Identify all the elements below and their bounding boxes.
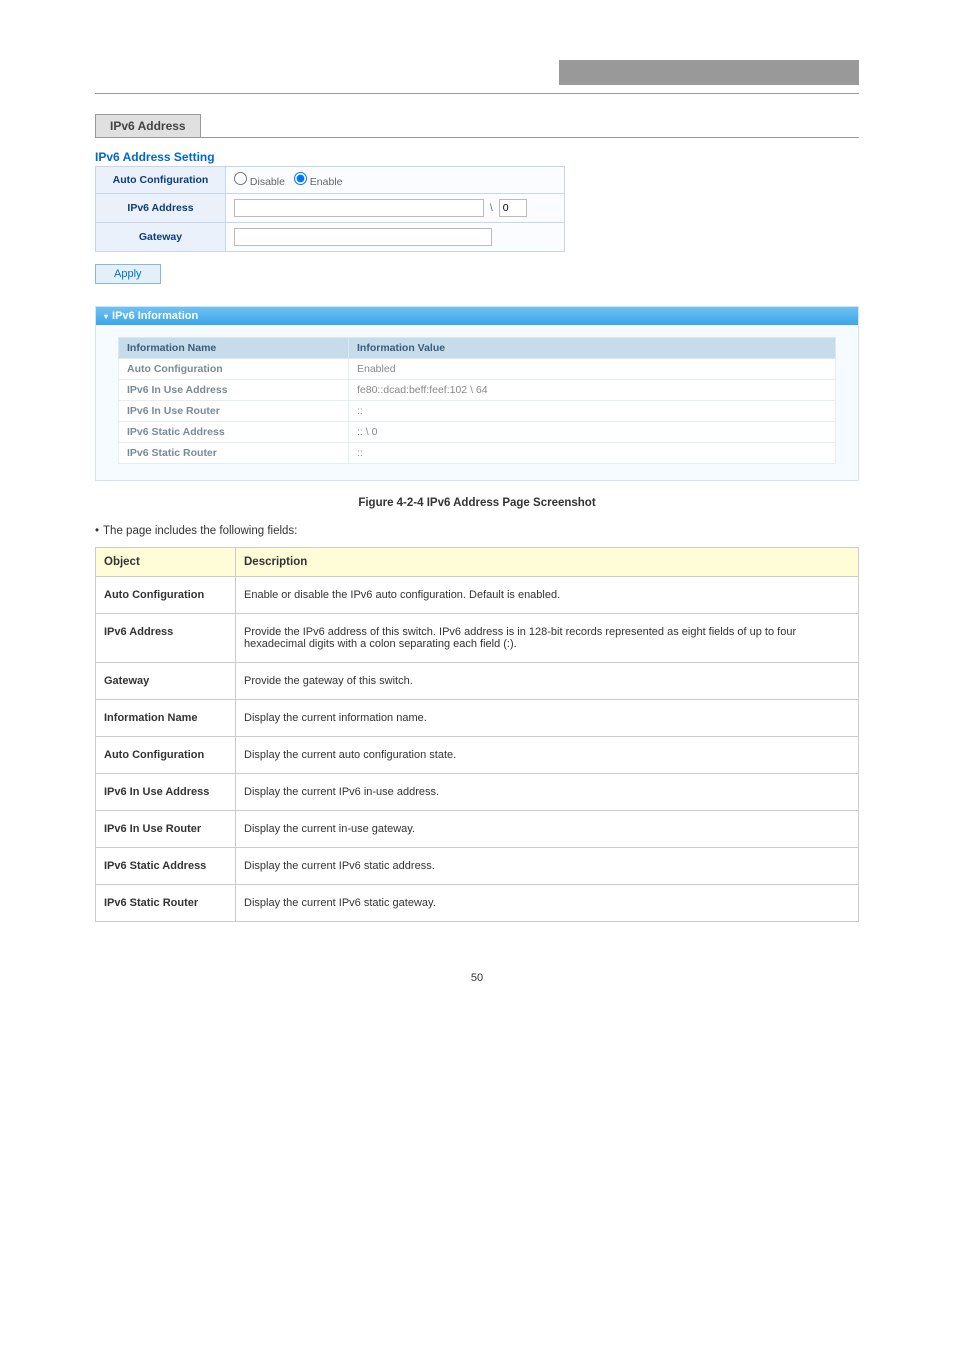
info-panel-title: IPv6 Information — [112, 310, 198, 322]
description-text: The page includes the following fields: — [103, 525, 297, 537]
table-row: Information NameDisplay the current info… — [96, 700, 859, 737]
chevron-down-icon: ▾ — [104, 312, 108, 321]
obj-name: IPv6 Static Router — [96, 885, 236, 922]
table-row: IPv6 In Use Addressfe80::dcad:beff:feef:… — [119, 380, 836, 401]
obj-th-desc: Description — [236, 548, 859, 577]
table-row: IPv6 Static RouterDisplay the current IP… — [96, 885, 859, 922]
page-root: IPv6 Address IPv6 Address Setting Auto C… — [0, 0, 954, 1024]
obj-desc: Display the current IPv6 in-use address. — [236, 774, 859, 811]
info-panel: ▾ IPv6 Information Information Name Infor… — [95, 306, 859, 481]
bullet-icon: • — [95, 525, 99, 537]
obj-name: IPv6 Address — [96, 614, 236, 663]
radio-enable-label: Enable — [310, 176, 343, 188]
table-row: IPv6 Static AddressDisplay the current I… — [96, 848, 859, 885]
radio-disable-label: Disable — [250, 176, 285, 188]
info-val: :: \ 0 — [349, 422, 836, 443]
info-panel-header[interactable]: ▾ IPv6 Information — [96, 307, 858, 325]
info-val: :: — [349, 443, 836, 464]
input-ipv6-address[interactable] — [234, 199, 484, 217]
input-ipv6-prefix[interactable] — [499, 199, 527, 217]
obj-desc: Display the current auto configuration s… — [236, 737, 859, 774]
table-row: GatewayProvide the gateway of this switc… — [96, 663, 859, 700]
obj-name: IPv6 In Use Router — [96, 811, 236, 848]
apply-button[interactable]: Apply — [95, 264, 161, 284]
obj-desc: Display the current IPv6 static gateway. — [236, 885, 859, 922]
obj-name: Gateway — [96, 663, 236, 700]
radio-disable[interactable] — [234, 172, 247, 185]
table-row: IPv6 In Use RouterDisplay the current in… — [96, 811, 859, 848]
info-name: IPv6 In Use Router — [119, 401, 349, 422]
info-name: Auto Configuration — [119, 359, 349, 380]
obj-name: IPv6 In Use Address — [96, 774, 236, 811]
radio-enable[interactable] — [294, 172, 307, 185]
obj-desc: Provide the IPv6 address of this switch.… — [236, 614, 859, 663]
table-row: IPv6 AddressProvide the IPv6 address of … — [96, 614, 859, 663]
cell-gateway — [226, 223, 565, 252]
radio-disable-wrap[interactable]: Disable — [234, 176, 285, 188]
slash-sep: \ — [490, 202, 493, 214]
setting-table: Auto Configuration Disable Enable IPv6 A… — [95, 166, 565, 252]
obj-name: IPv6 Static Address — [96, 848, 236, 885]
info-name: IPv6 Static Address — [119, 422, 349, 443]
info-val: Enabled — [349, 359, 836, 380]
page-number: 50 — [95, 972, 859, 984]
radio-enable-wrap[interactable]: Enable — [294, 176, 343, 188]
table-row: IPv6 In Use AddressDisplay the current I… — [96, 774, 859, 811]
info-th-name: Information Name — [119, 338, 349, 359]
obj-desc: Provide the gateway of this switch. — [236, 663, 859, 700]
info-name: IPv6 In Use Address — [119, 380, 349, 401]
tab-ipv6-address[interactable]: IPv6 Address — [95, 114, 201, 137]
obj-name: Information Name — [96, 700, 236, 737]
cell-auto-config: Disable Enable — [226, 167, 565, 194]
info-name: IPv6 Static Router — [119, 443, 349, 464]
object-table: Object Description Auto ConfigurationEna… — [95, 547, 859, 922]
info-val: fe80::dcad:beff:feef:102 \ 64 — [349, 380, 836, 401]
header-band — [559, 60, 859, 85]
info-th-value: Information Value — [349, 338, 836, 359]
header-rule — [95, 93, 859, 94]
obj-desc: Display the current in-use gateway. — [236, 811, 859, 848]
table-row: Auto ConfigurationEnable or disable the … — [96, 577, 859, 614]
figure-caption: Figure 4-2-4 IPv6 Address Page Screensho… — [95, 497, 859, 509]
label-auto-config: Auto Configuration — [96, 167, 226, 194]
table-row: IPv6 Static Address:: \ 0 — [119, 422, 836, 443]
cell-ipv6-address: \ — [226, 194, 565, 223]
tab-bar: IPv6 Address — [95, 114, 859, 138]
table-row: IPv6 In Use Router:: — [119, 401, 836, 422]
info-val: :: — [349, 401, 836, 422]
table-row: Auto ConfigurationEnabled — [119, 359, 836, 380]
label-ipv6-address: IPv6 Address — [96, 194, 226, 223]
obj-desc: Display the current information name. — [236, 700, 859, 737]
description-line: • The page includes the following fields: — [95, 525, 859, 537]
info-table: Information Name Information Value Auto … — [118, 337, 836, 464]
table-row: IPv6 Static Router:: — [119, 443, 836, 464]
obj-th-object: Object — [96, 548, 236, 577]
table-row: Auto ConfigurationDisplay the current au… — [96, 737, 859, 774]
obj-name: Auto Configuration — [96, 577, 236, 614]
input-gateway[interactable] — [234, 228, 492, 246]
obj-desc: Display the current IPv6 static address. — [236, 848, 859, 885]
obj-name: Auto Configuration — [96, 737, 236, 774]
section-title-setting: IPv6 Address Setting — [95, 150, 859, 164]
obj-desc: Enable or disable the IPv6 auto configur… — [236, 577, 859, 614]
label-gateway: Gateway — [96, 223, 226, 252]
screenshot-block: IPv6 Address IPv6 Address Setting Auto C… — [95, 114, 859, 481]
